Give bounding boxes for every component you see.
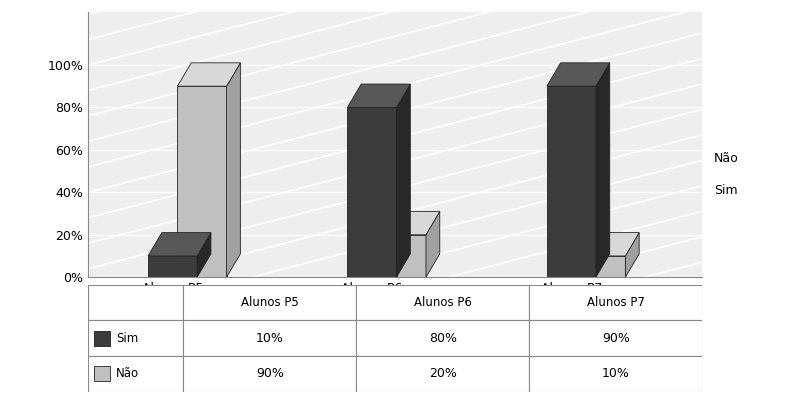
Bar — [356, 285, 529, 320]
Bar — [88, 356, 184, 392]
Text: Alunos P6: Alunos P6 — [414, 296, 472, 309]
Bar — [529, 285, 703, 320]
Bar — [347, 107, 396, 277]
Text: 90%: 90% — [256, 367, 284, 381]
Text: 10%: 10% — [256, 331, 284, 345]
Text: Sim: Sim — [714, 184, 737, 196]
Polygon shape — [426, 211, 439, 277]
Bar — [377, 235, 426, 277]
Bar — [88, 320, 184, 356]
Polygon shape — [547, 63, 610, 86]
Bar — [95, 331, 110, 346]
Polygon shape — [396, 84, 411, 277]
Polygon shape — [626, 232, 639, 277]
Text: Não: Não — [115, 367, 139, 381]
Bar — [184, 356, 356, 392]
Bar — [177, 86, 227, 277]
Polygon shape — [347, 84, 411, 107]
Polygon shape — [577, 232, 639, 256]
Polygon shape — [177, 63, 241, 86]
Bar — [88, 285, 184, 320]
Bar — [184, 285, 356, 320]
Bar — [356, 320, 529, 356]
Text: 80%: 80% — [429, 331, 457, 345]
Polygon shape — [227, 63, 241, 277]
Polygon shape — [197, 232, 211, 277]
Bar — [547, 86, 596, 277]
Bar — [148, 256, 197, 277]
Text: 90%: 90% — [602, 331, 630, 345]
Bar — [529, 356, 703, 392]
Polygon shape — [148, 232, 211, 256]
Bar — [95, 366, 110, 381]
Text: Sim: Sim — [115, 331, 138, 345]
Bar — [529, 320, 703, 356]
Bar — [356, 356, 529, 392]
Text: Alunos P7: Alunos P7 — [587, 296, 645, 309]
Text: 20%: 20% — [429, 367, 457, 381]
Polygon shape — [596, 63, 610, 277]
Polygon shape — [377, 211, 439, 235]
Text: 10%: 10% — [602, 367, 630, 381]
Text: Não: Não — [714, 152, 739, 165]
Text: Alunos P5: Alunos P5 — [241, 296, 298, 309]
Bar — [184, 320, 356, 356]
Bar — [577, 256, 626, 277]
